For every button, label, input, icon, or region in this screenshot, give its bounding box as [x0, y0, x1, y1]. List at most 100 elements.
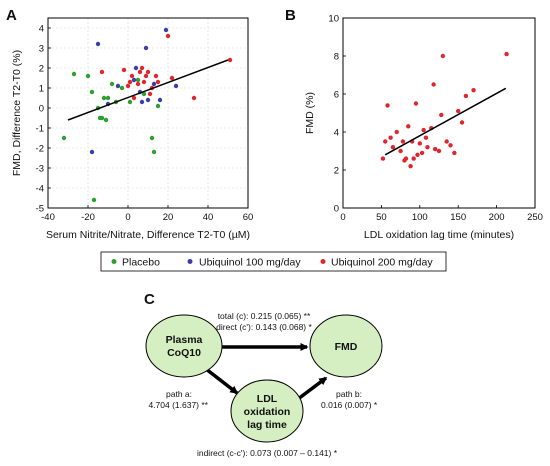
- chart-a-point: [133, 65, 139, 71]
- chart-b-frame: [342, 17, 536, 209]
- chart-b-point: [421, 127, 426, 133]
- chart-b-xtick-label: 250: [527, 212, 543, 223]
- chart-b-point: [436, 148, 442, 154]
- chart-a-ytick-label: 1: [39, 83, 44, 94]
- chart-a-point: [71, 71, 77, 77]
- legend-ubiquinol-100-label: Ubiquinol 100 mg/day: [199, 257, 301, 269]
- chart-b-ytick-label: 4: [334, 127, 339, 138]
- chart-a-point: [95, 41, 101, 47]
- legend-box: [100, 251, 447, 272]
- chart-b-point: [459, 120, 465, 125]
- panel-c-letter: C: [144, 291, 155, 308]
- chart-a-ytick-label: 4: [39, 23, 44, 34]
- chart-b-point: [403, 156, 409, 161]
- chart-a-xtick-label: 40: [203, 212, 214, 223]
- edge-direct-label: direct (c'): 0.143 (0.068) *: [216, 322, 312, 332]
- node-ldl-shape: [230, 379, 304, 443]
- chart-a-point: [91, 197, 97, 203]
- panel-b-letter: B: [285, 7, 296, 24]
- chart-b-point: [425, 145, 430, 150]
- chart-a-point: [115, 83, 121, 89]
- node-plasma-coq10-line1: Plasma: [166, 334, 203, 346]
- chart-a-point: [143, 73, 149, 79]
- chart-b-ytick-label: 0: [334, 203, 339, 214]
- chart-b-ylabel: FMD (%): [304, 92, 316, 134]
- edge-indirect-label: indirect (c-c'): 0.073 (0.007 – 0.141) *: [197, 448, 338, 458]
- chart-a-regression-line: [67, 59, 229, 121]
- chart-b-point: [444, 139, 449, 144]
- chart-a-point: [131, 77, 137, 83]
- chart-a-ytick-label: -3: [36, 163, 44, 174]
- chart-a-point: [89, 89, 95, 95]
- chart-b-point: [415, 152, 420, 157]
- chart-a-ytick-label: 0: [39, 103, 44, 114]
- chart-a-point: [99, 69, 105, 75]
- chart-a-point: [151, 149, 157, 155]
- chart-b-xtick-label: 50: [376, 212, 387, 223]
- chart-a-point: [125, 83, 131, 89]
- chart-b-point: [406, 124, 411, 129]
- chart-a-point: [121, 67, 127, 73]
- chart-b-xlabel: LDL oxidation lag time (minutes): [364, 229, 514, 241]
- chart-b: 0 50 100 150 200 250 0 2 4 6 8 10 LDL oxidation lag…: [304, 13, 543, 241]
- chart-b-point: [394, 129, 399, 135]
- chart-a-point: [135, 81, 141, 87]
- edge-path-a-label-2: 4.704 (1.637) **: [148, 400, 208, 410]
- chart-b-point: [398, 148, 403, 154]
- chart-b-point: [408, 164, 413, 169]
- chart-a-point: [101, 95, 107, 101]
- chart-b-ytick-label: 10: [328, 13, 339, 24]
- node-ldl-line2: oxidation: [244, 406, 291, 418]
- node-plasma-coq10-shape: [145, 314, 223, 378]
- edge-path-b-label-2: 0.016 (0.007) *: [321, 400, 378, 410]
- node-ldl-lag-time: LDL oxidation lag time: [230, 379, 304, 443]
- chart-a-point: [141, 91, 147, 97]
- edge-coq10-to-ldl: [204, 367, 239, 395]
- chart-b-ytick-label: 8: [334, 51, 339, 62]
- chart-a-point: [127, 99, 133, 105]
- chart-a-point: [139, 65, 145, 71]
- node-fmd: FMD: [309, 314, 383, 378]
- chart-a-ytick-label: -4: [36, 183, 44, 194]
- mediation-diagram: Plasma CoQ10 FMD LDL oxidation lag time …: [145, 311, 383, 458]
- legend: Placebo Ubiquinol 100 mg/day Ubiquinol 2…: [100, 251, 447, 272]
- node-ldl-line3: lag time: [247, 419, 287, 431]
- node-plasma-coq10: Plasma CoQ10: [145, 314, 223, 378]
- chart-a-point: [155, 103, 161, 109]
- chart-b-xtick-label: 150: [450, 212, 466, 223]
- chart-b-point: [504, 51, 509, 57]
- chart-b-point: [440, 53, 446, 59]
- chart-a-point: [135, 77, 141, 83]
- chart-b-point: [431, 82, 436, 87]
- chart-b-point: [448, 143, 453, 148]
- legend-placebo-label: Placebo: [122, 257, 160, 269]
- chart-a-point: [105, 95, 111, 101]
- chart-a-point: [85, 73, 91, 79]
- chart-a-point: [227, 57, 233, 63]
- legend-ubiquinol-200-marker: [320, 259, 326, 264]
- chart-a: -40 -20 0 20 40 60 -5 -4 -3 -2 -1 0 1 2 3 4 Serum Nitri…: [11, 17, 253, 241]
- chart-b-point: [432, 146, 438, 152]
- chart-a-point: [155, 79, 161, 85]
- chart-b-point: [471, 88, 476, 93]
- chart-a-point: [191, 95, 197, 101]
- chart-a-point: [169, 75, 175, 81]
- chart-b-point: [385, 103, 390, 108]
- chart-a-point: [151, 81, 157, 87]
- chart-a-xtick-label: -40: [41, 212, 55, 223]
- chart-a-point: [143, 45, 149, 51]
- chart-a-point: [173, 83, 179, 89]
- chart-a-point: [145, 69, 151, 75]
- chart-a-point: [109, 81, 115, 87]
- chart-a-ytick-label: -2: [36, 143, 44, 154]
- chart-a-point: [163, 27, 169, 33]
- chart-b-point: [388, 135, 393, 140]
- chart-a-frame: [47, 17, 249, 209]
- chart-b-point: [383, 139, 388, 144]
- chart-b-point: [452, 150, 457, 156]
- chart-a-point: [89, 149, 95, 155]
- chart-b-point: [390, 145, 396, 150]
- chart-b-point: [439, 112, 444, 118]
- node-plasma-coq10-line2: CoQ10: [167, 347, 201, 359]
- edge-path-a-label-1: path a:: [166, 389, 192, 399]
